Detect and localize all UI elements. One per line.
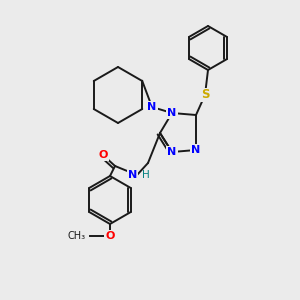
Text: N: N (167, 108, 177, 118)
Text: N: N (128, 170, 137, 180)
Text: H: H (142, 170, 150, 180)
Text: CH₃: CH₃ (68, 231, 86, 241)
Text: N: N (147, 102, 157, 112)
Text: N: N (167, 147, 177, 157)
Text: O: O (105, 231, 115, 241)
Text: N: N (191, 145, 201, 155)
Text: S: S (201, 88, 209, 101)
Text: O: O (98, 150, 108, 160)
